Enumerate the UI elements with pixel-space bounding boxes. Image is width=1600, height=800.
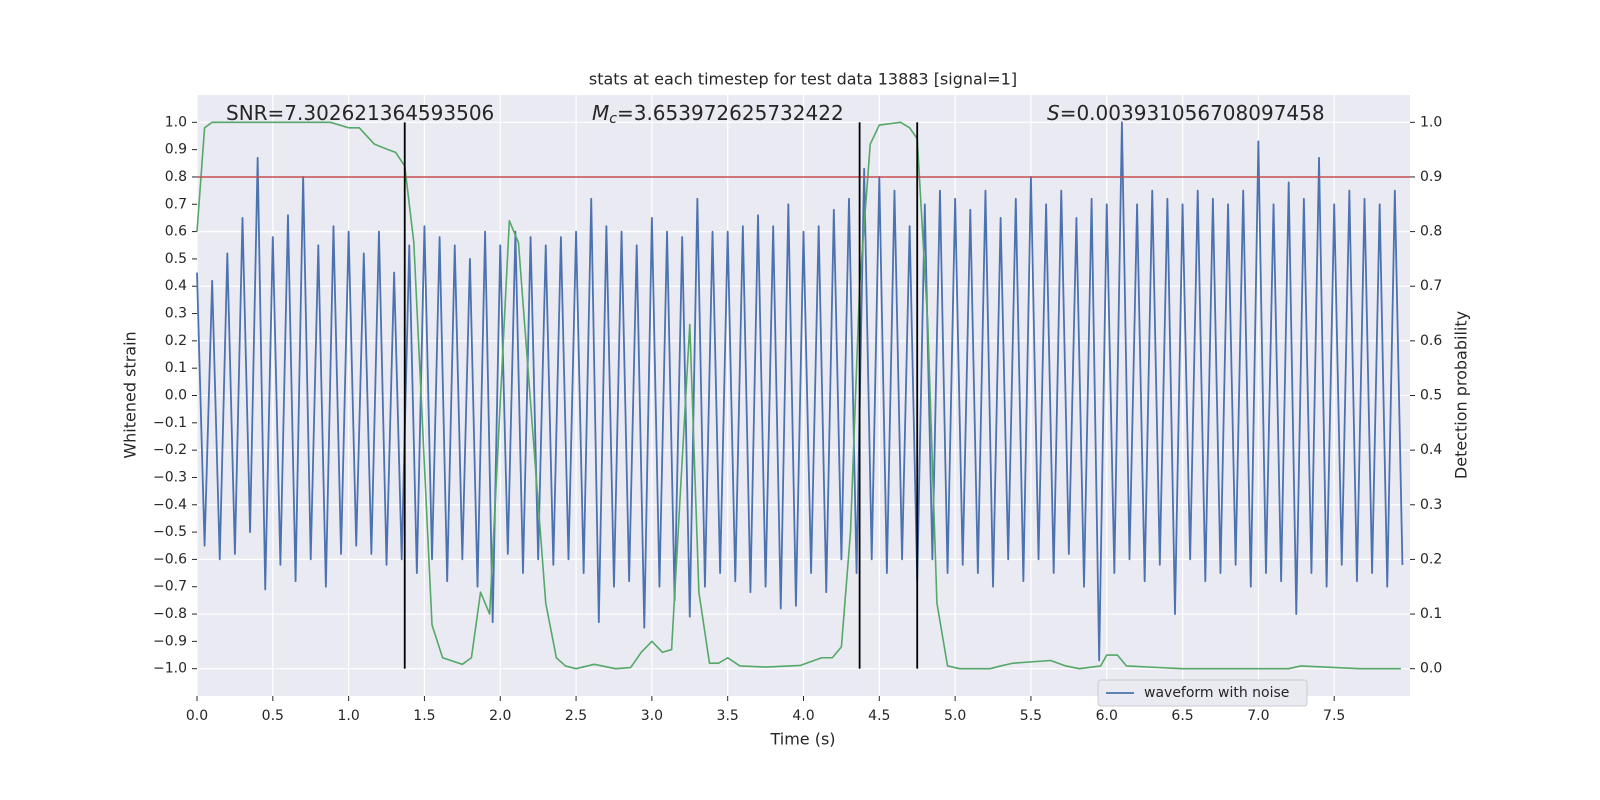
y2-axis-label: Detection probability [1452, 311, 1471, 479]
y2-tick-label: 0.9 [1420, 169, 1442, 185]
y-tick-label: −0.9 [153, 633, 187, 649]
annotation-part: M [592, 101, 609, 125]
x-tick-label: 1.5 [413, 708, 435, 724]
y-tick-label: 0.7 [165, 196, 187, 212]
annotation: S=0.003931056708097458 [1047, 101, 1325, 125]
annotation: Mc=3.653972625732422 [592, 101, 844, 128]
y-tick-label: −0.3 [153, 469, 187, 485]
annotation: SNR=7.302621364593506 [226, 101, 494, 125]
x-tick-label: 2.5 [565, 708, 587, 724]
legend-label: waveform with noise [1144, 685, 1289, 701]
x-tick-label: 0.5 [262, 708, 284, 724]
y-tick-label: 0.6 [165, 224, 187, 240]
x-tick-label: 3.5 [717, 708, 739, 724]
annotation-part: S [1047, 101, 1060, 125]
y-tick-label: −0.2 [153, 442, 187, 458]
chart-title: stats at each timestep for test data 138… [589, 70, 1017, 89]
y-tick-label: 0.0 [165, 388, 187, 404]
annotation-part: c [609, 111, 617, 127]
y2-tick-label: 0.0 [1420, 661, 1442, 677]
x-tick-label: 6.0 [1096, 708, 1118, 724]
y-tick-label: 0.1 [165, 360, 187, 376]
y-tick-label: −0.6 [153, 551, 187, 567]
legend-box [1097, 679, 1308, 707]
y-axis-label: Whitened strain [121, 331, 140, 458]
y-tick-label: 0.4 [165, 278, 187, 294]
y-tick-label: −0.7 [153, 579, 187, 595]
x-tick-label: 6.5 [1171, 708, 1193, 724]
x-tick-label: 5.5 [1020, 708, 1042, 724]
y2-tick-label: 0.7 [1420, 278, 1442, 294]
x-tick-label: 2.0 [489, 708, 511, 724]
x-tick-label: 3.0 [641, 708, 663, 724]
y-tick-label: 0.3 [165, 306, 187, 322]
x-tick-label: 4.0 [792, 708, 814, 724]
y2-tick-label: 0.3 [1420, 497, 1442, 513]
y2-tick-label: 0.4 [1420, 442, 1442, 458]
y-tick-label: 1.0 [165, 114, 187, 130]
y2-tick-label: 0.2 [1420, 551, 1442, 567]
y-tick-label: 0.5 [165, 251, 187, 267]
y2-tick-label: 0.5 [1420, 388, 1442, 404]
x-tick-label: 7.0 [1247, 708, 1269, 724]
line-series [196, 121, 1401, 670]
annotation-part: =0.003931056708097458 [1060, 101, 1325, 125]
y2-tick-label: 0.8 [1420, 224, 1442, 240]
y-tick-label: −0.4 [153, 497, 187, 513]
y-tick-label: −0.8 [153, 606, 187, 622]
y-tick-label: −0.1 [153, 415, 187, 431]
y-tick-label: 0.8 [165, 169, 187, 185]
x-axis-label: Time (s) [769, 730, 835, 749]
y-tick-label: −1.0 [153, 661, 187, 677]
annotation-part: =3.653972625732422 [617, 101, 844, 125]
y2-tick-label: 0.6 [1420, 333, 1442, 349]
y-tick-label: −0.5 [153, 524, 187, 540]
y-tick-label: 0.9 [165, 142, 187, 158]
y2-tick-label: 0.1 [1420, 606, 1442, 622]
x-tick-label: 1.0 [337, 708, 359, 724]
y-tick-label: 0.2 [165, 333, 187, 349]
x-tick-label: 0.0 [186, 708, 208, 724]
annotation-part: SNR=7.302621364593506 [226, 101, 494, 125]
x-tick-label: 5.0 [944, 708, 966, 724]
y2-tick-label: 1.0 [1420, 114, 1442, 130]
x-tick-label: 7.5 [1323, 708, 1345, 724]
x-tick-label: 4.5 [868, 708, 890, 724]
line-series [196, 121, 1404, 662]
